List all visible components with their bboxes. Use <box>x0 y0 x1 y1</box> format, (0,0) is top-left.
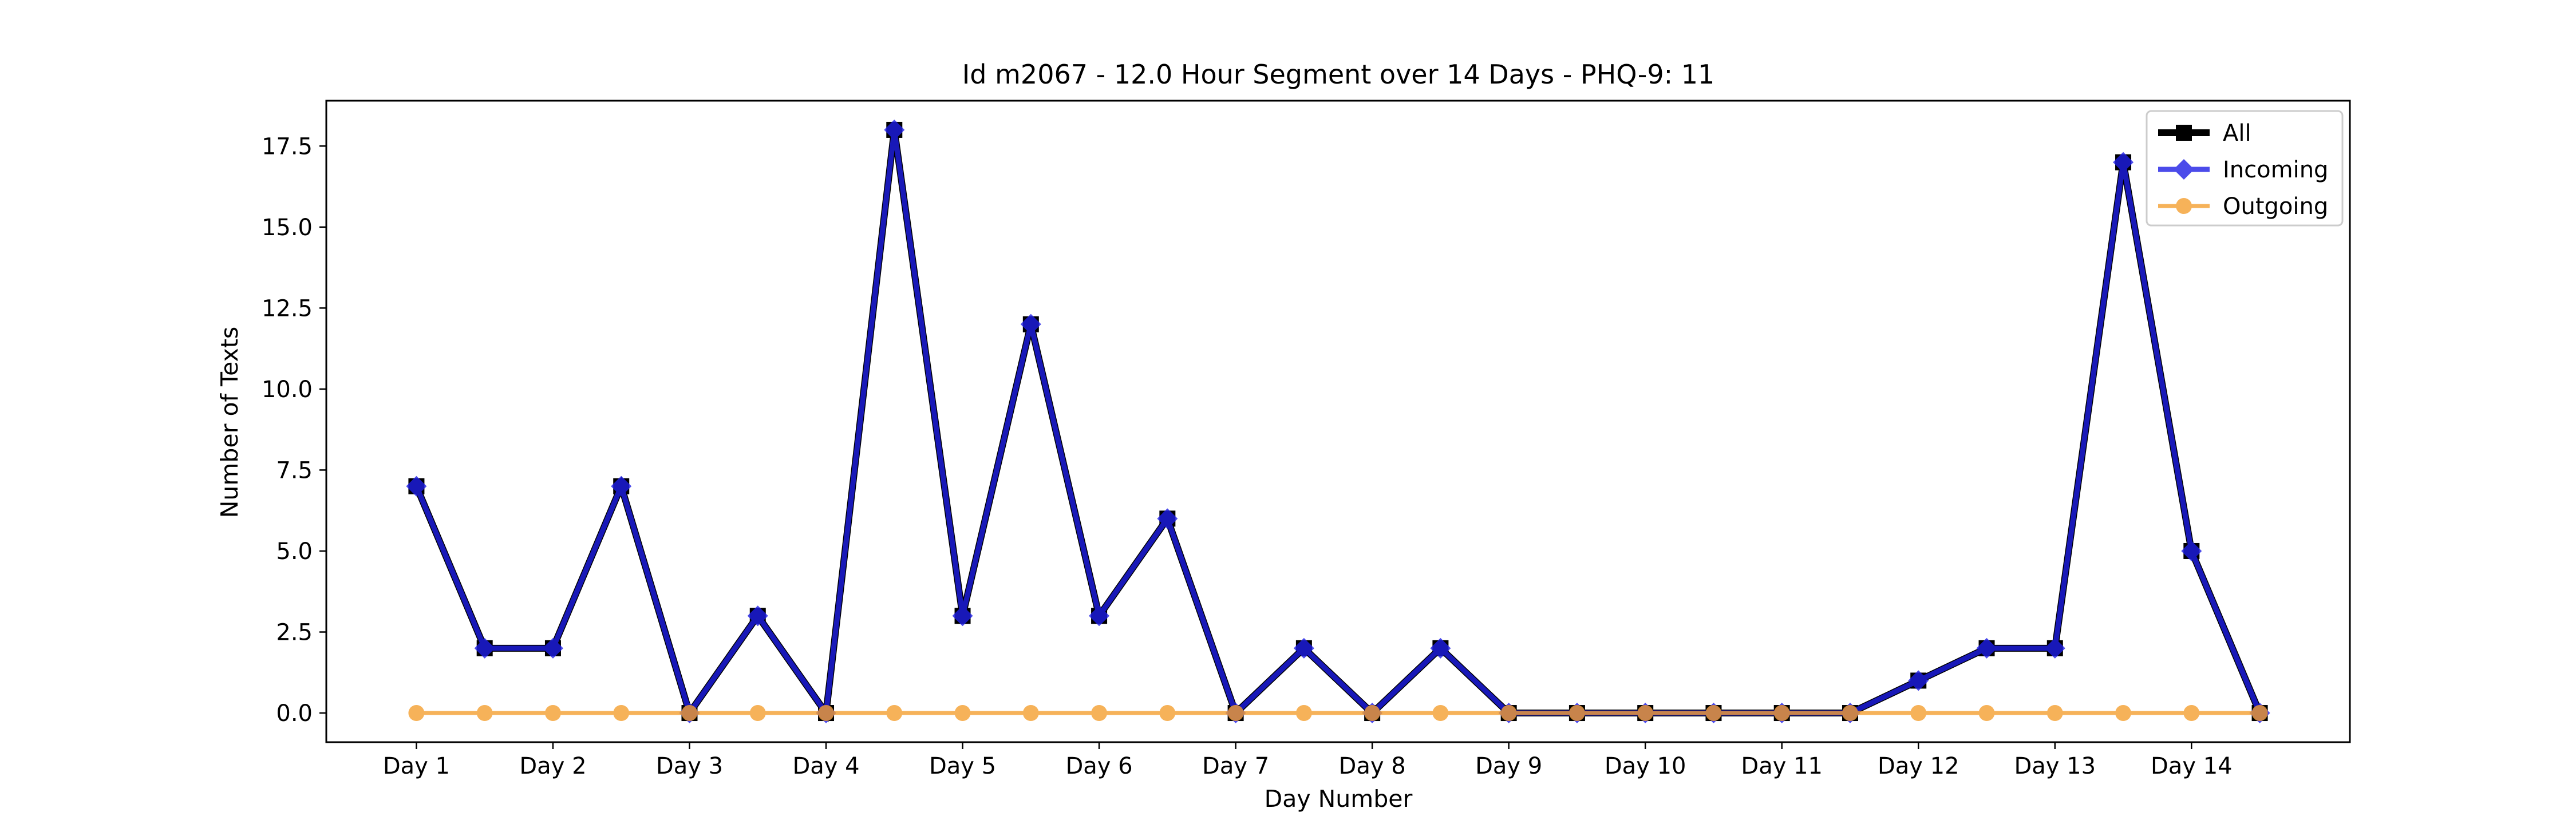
x-tick-label: Day 14 <box>2151 753 2233 779</box>
data-point-incoming <box>406 476 427 497</box>
data-point-outgoing <box>1022 705 1039 722</box>
data-point-outgoing <box>476 705 493 722</box>
x-tick-label: Day 12 <box>1878 753 1959 779</box>
data-point-outgoing <box>2046 705 2063 722</box>
legend-entry-all <box>2158 125 2210 141</box>
y-tick-label: 5.0 <box>276 538 313 565</box>
legend-label-incoming: Incoming <box>2223 157 2328 183</box>
data-point-incoming <box>1430 637 1451 659</box>
data-point-outgoing <box>1910 705 1927 722</box>
data-point-incoming <box>474 637 495 659</box>
y-axis-label: Number of Texts <box>216 327 243 518</box>
legend-entry-incoming <box>2158 159 2210 180</box>
x-tick-label: Day 7 <box>1202 753 1269 779</box>
data-point-outgoing <box>1364 705 1381 722</box>
x-tick-label: Day 13 <box>2014 753 2096 779</box>
data-point-outgoing <box>1432 705 1449 722</box>
data-point-incoming <box>1976 637 1997 659</box>
data-point-outgoing <box>544 705 561 722</box>
data-point-outgoing <box>408 705 425 722</box>
data-point-outgoing <box>886 705 903 722</box>
data-point-outgoing <box>1773 705 1790 722</box>
x-axis-label: Day Number <box>1265 785 1413 813</box>
data-point-outgoing <box>1978 705 1995 722</box>
data-point-incoming <box>2181 540 2202 561</box>
x-tick-label: Day 6 <box>1065 753 1132 779</box>
data-point-outgoing <box>818 705 835 722</box>
data-point-incoming <box>1293 637 1314 659</box>
data-point-outgoing <box>749 705 766 722</box>
y-tick-label: 7.5 <box>276 457 313 484</box>
data-point-outgoing <box>1159 705 1176 722</box>
data-point-outgoing <box>1705 705 1722 722</box>
series-line-incoming <box>414 129 2262 720</box>
legend-label-outgoing: Outgoing <box>2223 193 2328 220</box>
data-point-outgoing <box>2183 705 2200 722</box>
data-point-incoming <box>1157 508 1178 529</box>
data-point-outgoing <box>1227 705 1244 722</box>
data-point-outgoing <box>1091 705 1108 722</box>
data-point-incoming <box>2044 637 2065 659</box>
legend-marker-outgoing <box>2176 198 2192 214</box>
data-point-outgoing <box>1842 705 1858 722</box>
chart-title: Id m2067 - 12.0 Hour Segment over 14 Day… <box>962 59 1715 90</box>
y-tick-label: 15.0 <box>262 215 313 241</box>
data-point-incoming <box>884 119 905 140</box>
x-tick-label: Day 10 <box>1605 753 1686 779</box>
y-tick-label: 0.0 <box>276 700 313 727</box>
data-point-outgoing <box>2115 705 2132 722</box>
data-point-incoming <box>1908 670 1929 691</box>
y-tick-label: 10.0 <box>262 377 313 403</box>
data-point-outgoing <box>2251 705 2268 722</box>
legend: All Incoming Outgoing <box>2146 110 2344 227</box>
x-tick-label: Day 2 <box>519 753 586 779</box>
x-tick-label: Day 5 <box>929 753 996 779</box>
data-point-incoming <box>1089 605 1110 627</box>
data-point-outgoing <box>1500 705 1517 722</box>
data-point-incoming <box>611 476 632 497</box>
data-point-outgoing <box>613 705 630 722</box>
legend-label-all: All <box>2223 120 2251 146</box>
x-tick-label: Day 8 <box>1339 753 1406 779</box>
legend-entry-outgoing <box>2158 198 2210 214</box>
data-point-outgoing <box>954 705 971 722</box>
series-outgoing <box>408 705 2268 722</box>
x-tick-label: Day 4 <box>792 753 859 779</box>
data-point-incoming <box>747 605 768 627</box>
x-tick-label: Day 3 <box>656 753 723 779</box>
data-point-incoming <box>952 605 973 627</box>
x-tick-label: Day 1 <box>383 753 450 779</box>
plot-area: Day 1 Day 2 Day 3 Day 4 Day 5 Day 6 Day 7 Day 8… <box>262 100 2351 779</box>
x-tick-label: Day 11 <box>1741 753 1823 779</box>
x-tick-label: Day 9 <box>1475 753 1542 779</box>
data-point-incoming <box>1020 314 1041 335</box>
legend-box <box>2146 110 2344 227</box>
legend-marker-all <box>2176 125 2192 141</box>
data-point-outgoing <box>681 705 698 722</box>
legend-marker-incoming <box>2174 159 2194 180</box>
y-tick-label: 17.5 <box>262 133 313 160</box>
plot-frame <box>325 100 2351 743</box>
data-point-outgoing <box>1568 705 1585 722</box>
data-point-incoming <box>2113 152 2134 173</box>
y-tick-label: 12.5 <box>262 295 313 322</box>
data-point-outgoing <box>1637 705 1654 722</box>
data-point-outgoing <box>1295 705 1312 722</box>
y-tick-label: 2.5 <box>276 620 313 646</box>
data-point-incoming <box>542 637 563 659</box>
